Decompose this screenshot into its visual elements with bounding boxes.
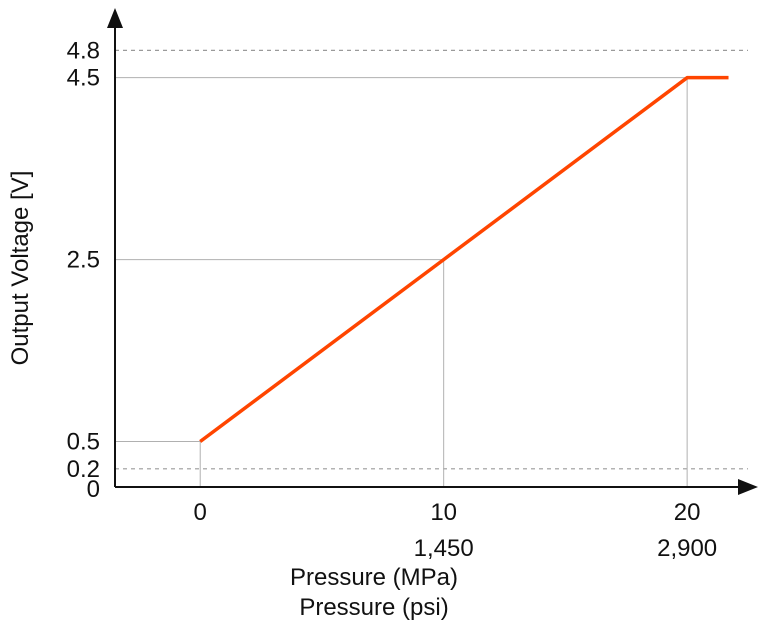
y-tick-label-3: 2.5 bbox=[67, 247, 100, 274]
guide-lines bbox=[115, 77, 688, 487]
series-layer bbox=[199, 75, 729, 443]
x-tick-label-1: 10 bbox=[430, 499, 457, 526]
y-tick-label-4: 4.5 bbox=[67, 65, 100, 92]
x-axis-title: Pressure (MPa) bbox=[290, 564, 458, 591]
axes bbox=[107, 8, 758, 495]
x-tick-label-2: 20 bbox=[674, 499, 701, 526]
x-axis-title-secondary: Pressure (psi) bbox=[299, 594, 448, 621]
y-tick-label-0: 0 bbox=[87, 476, 100, 503]
dashed-reference-lines bbox=[115, 49, 748, 470]
y-tick-label-5: 4.8 bbox=[67, 37, 100, 64]
y-tick-label-1: 0.2 bbox=[67, 456, 100, 483]
x-tick-label-secondary-1: 2,900 bbox=[657, 535, 717, 562]
y-axis-title: Output Voltage [V] bbox=[7, 171, 34, 366]
y-axis-arrow-icon bbox=[107, 8, 123, 28]
y-tick-label-2: 0.5 bbox=[67, 429, 100, 456]
x-tick-label-0: 0 bbox=[194, 499, 207, 526]
y-tick-labels: 00.20.5 2.5 4.54.8 bbox=[67, 37, 100, 503]
x-axis-arrow-icon bbox=[738, 479, 758, 495]
series-line-0 bbox=[199, 75, 729, 443]
x-tick-label-secondary-0: 1,450 bbox=[414, 535, 474, 562]
x-tick-labels: 0 10 20 1,450 2,900 bbox=[194, 499, 718, 562]
